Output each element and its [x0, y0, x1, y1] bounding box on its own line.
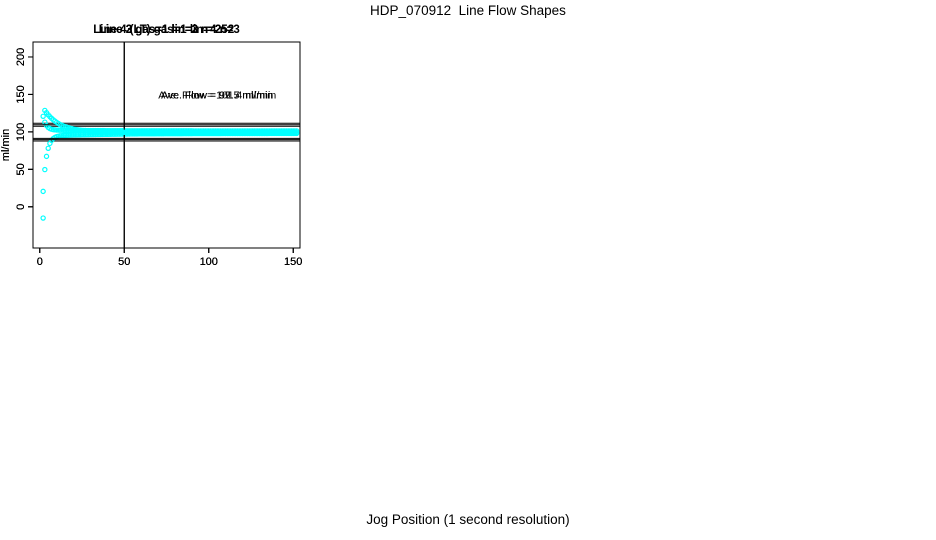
x-tick-label: 50 — [118, 256, 130, 268]
flow-point — [42, 166, 48, 173]
x-tick-label: 50 — [118, 256, 130, 268]
y-tick-label: 100 — [15, 123, 27, 141]
y-axis-label: ml/min — [0, 129, 12, 161]
x-tick-label: 150 — [284, 256, 302, 268]
y-tick-label: 50 — [15, 163, 27, 175]
x-axis-shared-label: Jog Position (1 second resolution) — [366, 512, 570, 527]
y-tick-label: 150 — [15, 85, 27, 103]
y-tick-label: 200 — [15, 48, 27, 66]
panel-title: Line 3 gas=1 lin=3 n=252 — [99, 24, 234, 36]
flow-point — [45, 145, 51, 151]
y-tick-label: 50 — [15, 163, 27, 175]
chart-svg-2: Line 4 (LT) gas=1 lin=4 n=3 0 50 100 150 0 50 1… — [0, 24, 302, 268]
y-tick-label: 150 — [15, 85, 27, 103]
y-tick-label: 200 — [15, 48, 27, 66]
y-tick-label: 150 — [15, 85, 27, 103]
x-tick-label: 150 — [284, 256, 302, 268]
x-tick-label: 100 — [200, 256, 218, 268]
ave-flow-annotation: Ave. Flow = 101.4 ml/min — [158, 89, 276, 101]
x-tick-label: 50 — [118, 256, 130, 268]
panel-title: Line 2 gas=1 lin=2 n=252 — [99, 24, 234, 36]
flow-point — [40, 188, 46, 195]
x-tick-label: 100 — [200, 256, 218, 268]
y-tick-label: 0 — [15, 204, 27, 210]
y-tick-label: 100 — [15, 123, 27, 141]
data-points — [40, 107, 300, 221]
y-axis-label: ml/min — [0, 129, 12, 161]
x-tick-label: 0 — [37, 256, 43, 268]
flow-point — [293, 129, 300, 136]
panel-line4-chart: Line 4 (LT) gas=1 lin=4 n=3 0 50 100 150 0 50 1… — [0, 0, 316, 280]
x-tick-label: 150 — [284, 256, 302, 268]
flow-point — [43, 153, 50, 160]
y-tick-label: 0 — [15, 204, 27, 210]
y-tick-label: 50 — [15, 163, 27, 175]
ave-flow-annotation: Ave. Flow = 97.7 ml/min — [161, 89, 273, 101]
x-tick-label: 100 — [200, 256, 218, 268]
flow-point — [40, 113, 46, 120]
y-tick-label: 200 — [15, 48, 27, 66]
flow-outlier-point — [40, 215, 46, 221]
x-tick-label: 0 — [37, 256, 43, 268]
plot-main-title: HDP_070912 Line Flow Shapes — [370, 3, 566, 18]
x-tick-label: 0 — [37, 256, 43, 268]
plot-frame — [32, 41, 301, 249]
y-axis-label: ml/min — [0, 129, 12, 161]
panel-title: Line 4 (LT) gas=1 lin=4 n=3 — [93, 24, 239, 36]
ave-flow-annotation: Ave. Flow = 99.5 ml/min — [161, 89, 273, 101]
y-tick-label: 100 — [15, 123, 27, 141]
y-tick-label: 0 — [15, 204, 27, 210]
